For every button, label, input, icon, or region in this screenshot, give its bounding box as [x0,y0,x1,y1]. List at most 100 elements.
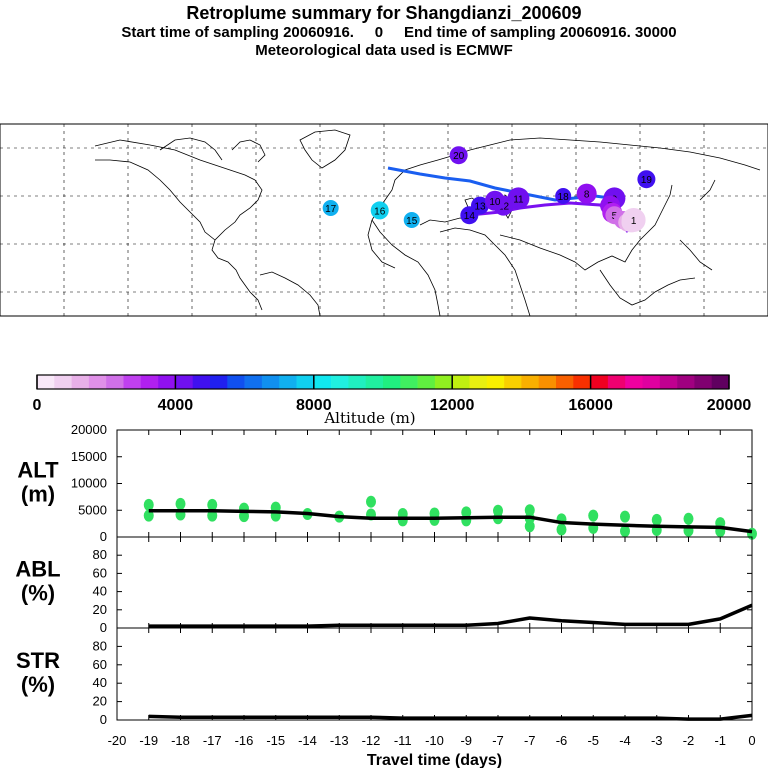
map-marker: 15 [403,212,420,228]
map-marker-label: 12 [498,202,510,213]
map-marker: 1 [621,208,646,232]
colorbar-cell [452,375,470,389]
x-tick-label: 0 [748,733,755,748]
colorbar-cell [677,375,695,389]
colorbar-tick-label: 0 [33,397,42,414]
scatter-point [397,514,408,527]
map-marker-dot [471,196,489,215]
map-grid [0,124,768,316]
scatter-point [524,520,535,533]
colorbar-cell [434,375,453,389]
map-marker: 8 [576,183,597,204]
x-tick-label: -13 [330,733,349,748]
map-marker-label: 16 [374,206,386,217]
scatter-point [207,509,218,522]
map-marker: 13 [471,196,489,215]
map-marker: 16 [370,201,389,220]
colorbar-cell [37,375,55,389]
map-markers: 2019181716151413121110987654321 [322,146,656,233]
colorbar-cell [642,375,661,389]
scatter-point [683,512,694,525]
colorbar-cell [331,375,349,389]
y-tick-label: 20000 [71,422,107,437]
map-marker: 18 [555,188,572,204]
x-tick-label: -7 [492,733,504,748]
map-marker: 17 [322,200,339,216]
y-tick-label: 0 [100,529,107,544]
map-marker: 10 [484,190,505,211]
scatter-point [143,509,154,522]
colorbar-cell [175,375,193,389]
colorbar-cell [88,375,107,389]
colorbar-cell [504,375,522,389]
colorbar-cell [521,375,539,389]
colorbar-cell [469,375,488,389]
x-tick-label: -18 [171,733,190,748]
colorbar-tick-label: 12000 [430,397,475,414]
colorbar-tick-label: 4000 [158,397,194,414]
map-marker-dot [576,183,597,204]
map-marker-label: 18 [558,192,570,203]
colorbar: 0 4000 8000 12000 16000 20000 Altitude (m) [33,374,752,427]
map-marker-dot [322,200,339,216]
colorbar-cell [538,375,557,389]
scatter-point [620,525,630,538]
map-marker-label: 1 [631,216,637,227]
scatter-point [207,498,218,511]
colorbar-cell [123,375,142,389]
colorbar-tick-label: 8000 [296,397,332,414]
y-tick-label: 60 [93,565,107,580]
time-series-panels: ALT(m)05000100001500020000ABL(%)02040608… [15,422,757,768]
panel-ylabel: ALT [17,458,59,483]
map-marker-dot [507,187,530,210]
panel-ylabel: ABL [15,557,60,582]
map-marker-dot [484,190,505,211]
sampling-time-subtitle: Start time of sampling 20060916. 0 End t… [121,24,677,41]
colorbar-tick-label: 20000 [707,397,752,414]
x-tick-label: -14 [298,733,317,748]
map-marker-dot [555,188,572,204]
scatter-point [556,523,567,536]
map-marker-label: 17 [325,204,337,215]
map-marker-label: 19 [641,175,653,186]
colorbar-cell [417,375,436,389]
map-marker-label: 11 [513,194,524,205]
title-block: Retroplume summary for Shangdianzi_20060… [0,2,768,60]
y-tick-label: 20 [93,694,107,709]
colorbar-cell [400,375,418,389]
y-tick-label: 0 [100,620,107,635]
y-tick-label: 0 [100,712,107,727]
map-marker: 19 [637,170,656,189]
x-axis-label: Travel time (days) [367,752,502,768]
y-tick-label: 60 [93,657,107,672]
y-tick-label: 80 [93,547,107,562]
x-tick-label: -6 [556,733,568,748]
colorbar-cell [244,375,263,389]
chart-title: Retroplume summary for Shangdianzi_20060… [186,3,582,23]
colorbar-cell [140,375,159,389]
x-tick-label: -2 [683,733,695,748]
colorbar-cell [607,375,626,389]
colorbar-cell [694,375,712,389]
colorbar-cell [556,375,574,389]
colorbar-cell [227,375,245,389]
panel-ylabel: STR [16,648,60,673]
panel-ylabel: (m) [21,482,55,507]
panel-ylabel: (%) [21,672,55,697]
x-tick-label: -1 [714,733,726,748]
colorbar-cell [625,375,643,389]
map-marker: 20 [449,146,468,165]
x-tick-label: -11 [394,733,412,748]
x-tick-label: -17 [203,733,222,748]
y-tick-label: 10000 [71,476,107,491]
x-tick-label: -15 [266,733,285,748]
x-tick-label: -20 [108,733,127,748]
colorbar-cell [279,375,297,389]
scatter-point [651,513,662,526]
colorbar-cell [573,375,591,389]
x-tick-label: -16 [235,733,254,748]
panel-frame [116,627,753,721]
map-marker-label: 14 [464,211,476,222]
colorbar-cell [590,375,609,389]
